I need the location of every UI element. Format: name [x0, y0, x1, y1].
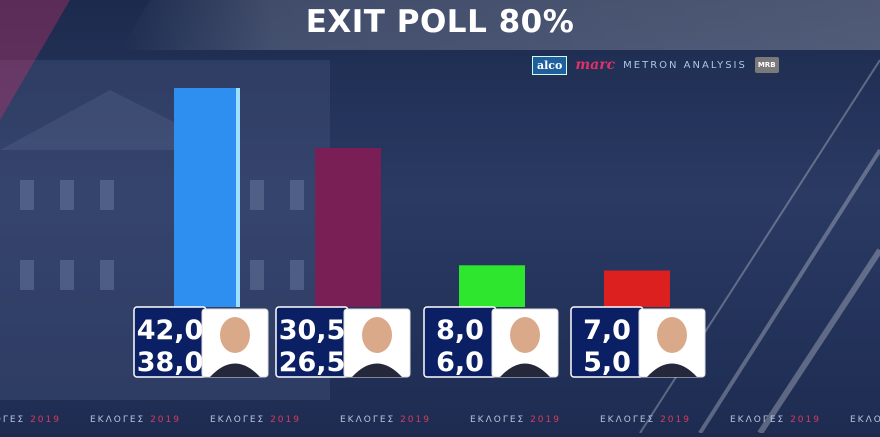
portrait-suit-0 [210, 363, 260, 377]
lower-value-label-1: 26,5 [279, 347, 346, 378]
pollster-logos: alco marc METRON ANALYSIS MRB [532, 54, 779, 76]
light-streak-1 [698, 148, 880, 435]
title-band [120, 0, 880, 50]
upper-value-label-3: 7,0 [583, 315, 631, 346]
portrait-face-1 [362, 317, 392, 353]
footer-label-5: ΕΚΛΟΓΕΣ 2019 [600, 415, 691, 425]
bar-highlight-0 [236, 88, 240, 307]
portrait-suit-1 [352, 363, 402, 377]
lower-value-label-2: 6,0 [436, 347, 484, 378]
upper-value-label-2: 8,0 [436, 315, 484, 346]
portrait-face-3 [657, 317, 687, 353]
footer-label-7: ΕΚΛΟΓΕΣ 2019 [850, 415, 880, 425]
footer-label-3: ΕΚΛΟΓΕΣ 2019 [340, 415, 431, 425]
portrait-face-2 [510, 317, 540, 353]
portrait-face-0 [220, 317, 250, 353]
page-title: EXIT POLL 80% [305, 4, 575, 40]
lower-value-label-3: 5,0 [583, 347, 631, 378]
metron-analysis-logo: METRON ANALYSIS [623, 59, 747, 71]
pink-light-streak [0, 0, 70, 120]
mrb-logo: MRB [754, 57, 779, 73]
upper-value-label-0: 42,0 [137, 315, 204, 346]
lower-value-label-0: 38,0 [137, 347, 204, 378]
portrait-suit-2 [500, 363, 550, 377]
alco-logo: alco [532, 55, 568, 75]
building-windows [20, 180, 304, 290]
marc-logo: marc [575, 57, 616, 73]
footer-label-1: ΕΚΛΟΓΕΣ 2019 [90, 415, 181, 425]
footer-label-0: ΕΚΛΟΓΕΣ 2019 [0, 415, 61, 425]
bar-2 [459, 265, 525, 307]
parliament-pediment [0, 90, 230, 150]
footer-label-2: ΕΚΛΟΓΕΣ 2019 [210, 415, 301, 425]
bar-0 [174, 88, 240, 307]
upper-value-label-1: 30,5 [279, 315, 346, 346]
footer-label-4: ΕΚΛΟΓΕΣ 2019 [470, 415, 561, 425]
bar-3 [604, 270, 670, 307]
footer-label-6: ΕΚΛΟΓΕΣ 2019 [730, 415, 821, 425]
bar-1 [315, 147, 381, 307]
light-streak-3 [757, 248, 880, 435]
portrait-suit-3 [647, 363, 697, 377]
